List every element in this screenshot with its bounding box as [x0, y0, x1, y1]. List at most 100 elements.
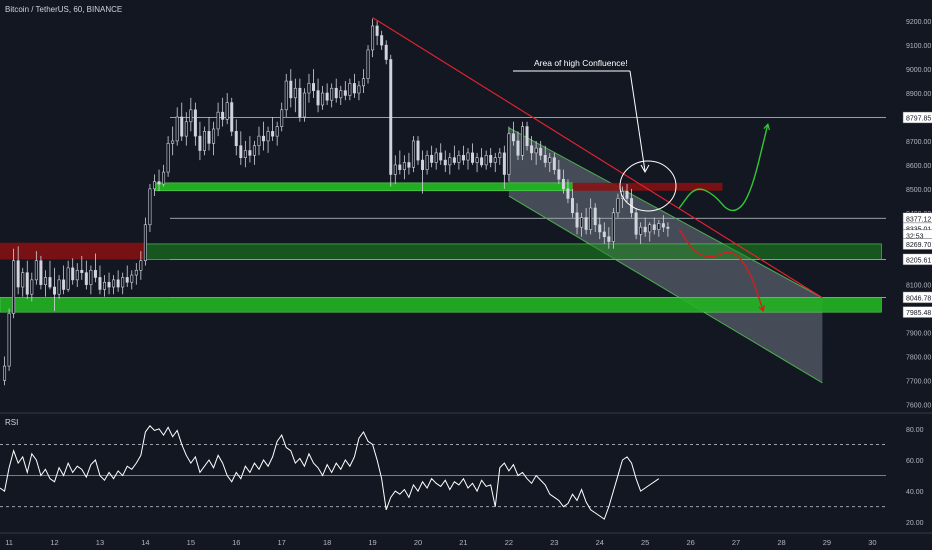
support-zone [154, 182, 573, 192]
rsi-tick-label: 40.00 [906, 489, 924, 496]
candle-body [275, 126, 279, 137]
price-tick-label: 9100.00 [906, 43, 931, 50]
candle-body [593, 207, 597, 226]
price-label-background [902, 253, 932, 266]
price-label-background [902, 111, 932, 124]
price-label-text: 8269.70 [906, 242, 931, 249]
projection-paths [678, 122, 770, 313]
candle-body [12, 260, 16, 314]
price-tick-label: 7600.00 [906, 402, 931, 409]
time-tick-label: 15 [187, 538, 195, 547]
time-tick-label: 21 [459, 538, 467, 547]
candle-body [384, 44, 388, 60]
rsi-panel: 80.00 60.00 40.00 20.00 [0, 425, 924, 527]
candle-body [312, 83, 316, 91]
candle-body [666, 226, 670, 229]
candle-body [425, 155, 429, 170]
candle-body [411, 140, 415, 168]
candle-body [107, 281, 111, 288]
candle-body [639, 226, 643, 235]
price-tick-label: 9000.00 [906, 67, 931, 74]
price-label-box: 8046.78 [902, 291, 932, 304]
price-label-text: 8205.61 [906, 257, 931, 264]
candle-body [607, 236, 611, 242]
candle-body [184, 121, 188, 137]
time-tick-label: 12 [50, 538, 58, 547]
candle-body [25, 272, 29, 295]
candle-body [62, 279, 66, 290]
candle-body [134, 269, 138, 276]
candle-body [516, 140, 520, 156]
price-label-text: 8377.12 [906, 216, 931, 223]
price-tick-label: 7700.00 [906, 378, 931, 385]
candle-body [143, 224, 147, 261]
resistance-zone [572, 182, 723, 191]
channel-upper-edge [508, 127, 823, 299]
candle-body [530, 145, 534, 154]
time-tick-label: 13 [96, 538, 104, 547]
candle-body [643, 226, 647, 233]
time-tick-label: 11 [5, 538, 13, 547]
candle-body [352, 83, 356, 94]
candle-body [66, 267, 70, 290]
candle-body [348, 83, 352, 96]
candle-body [489, 155, 493, 163]
candle-body [561, 178, 565, 190]
candle-body [248, 150, 252, 156]
time-tick-label: 22 [505, 538, 513, 547]
candle-body [484, 155, 488, 166]
candle-body [552, 157, 556, 170]
time-tick-label: 17 [278, 538, 286, 547]
candle-body [521, 126, 525, 156]
candle-body [34, 260, 38, 281]
price-label-text: 7985.48 [906, 310, 931, 317]
candle-body [198, 135, 202, 151]
support-zone [145, 243, 882, 260]
candle-body [380, 35, 384, 46]
candle-body [103, 281, 107, 290]
candle-body [361, 78, 365, 87]
time-tick-label: 24 [596, 538, 604, 547]
candle-body [371, 25, 375, 51]
candle-body [166, 143, 170, 173]
confluence-label: Area of high Confluence! [534, 58, 628, 68]
candle-body [121, 277, 125, 288]
candle-body [498, 152, 502, 159]
time-tick-label: 14 [141, 538, 149, 547]
candle-body [289, 80, 293, 99]
price-label-box: 8205.61 [902, 253, 932, 266]
candle-body [216, 111, 220, 130]
candle-body [430, 155, 434, 163]
candle-body [98, 277, 102, 290]
rsi-tick-label: 20.00 [906, 520, 924, 527]
candle-body [321, 92, 325, 106]
candle-body [43, 277, 47, 285]
candle-body [162, 171, 166, 185]
price-tick-label: 8900.00 [906, 91, 931, 98]
time-tick-label: 19 [368, 538, 376, 547]
confluence-annotation: Area of high Confluence! [513, 58, 677, 212]
candle-body [262, 135, 266, 142]
bullish-projection-path [678, 123, 769, 212]
candle-body [502, 152, 506, 175]
rsi-tick-label: 80.00 [906, 427, 924, 434]
candle-body [421, 159, 425, 170]
candle-body [252, 145, 256, 156]
candle-body [443, 159, 447, 166]
candle-body [193, 109, 197, 137]
rsi-label: RSI [5, 418, 18, 427]
candle-body [89, 269, 93, 285]
candle-body [116, 279, 120, 288]
candle-body [175, 116, 179, 142]
price-label-background [902, 291, 932, 304]
candle-body [284, 80, 288, 111]
candle-body [189, 109, 193, 123]
candle-body [471, 152, 475, 163]
candle-body [407, 162, 411, 168]
candle-body [57, 279, 61, 295]
price-tick-label: 8600.00 [906, 163, 931, 170]
candle-body [598, 224, 602, 233]
price-label-box: 8377.12 [902, 212, 932, 225]
